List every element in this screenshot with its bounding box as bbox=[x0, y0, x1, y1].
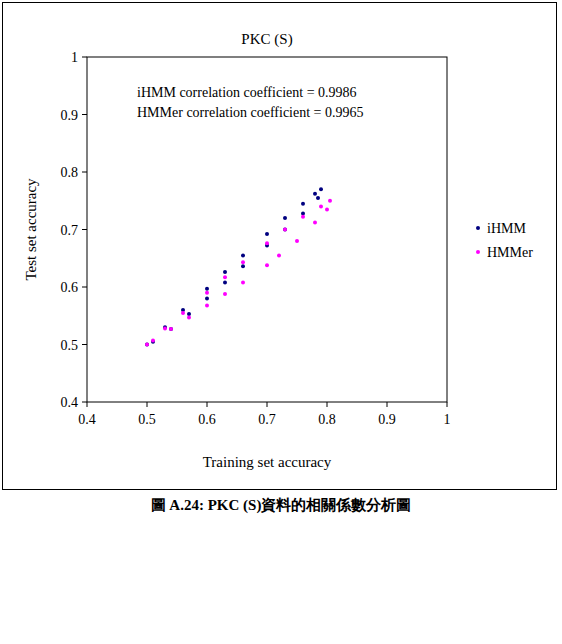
chart-title: PKC (S) bbox=[241, 31, 292, 48]
x-tick-label: 0.4 bbox=[78, 412, 96, 427]
y-tick bbox=[82, 402, 87, 403]
y-tick bbox=[82, 344, 87, 345]
point bbox=[241, 253, 245, 257]
y-tick bbox=[82, 57, 87, 58]
point bbox=[223, 275, 227, 279]
point bbox=[145, 343, 149, 347]
y-tick bbox=[82, 287, 87, 288]
point bbox=[295, 239, 299, 243]
y-tick bbox=[82, 114, 87, 115]
point bbox=[316, 196, 320, 200]
point bbox=[187, 315, 191, 319]
point bbox=[325, 207, 329, 211]
y-axis-title: Test set accuracy bbox=[23, 178, 39, 281]
legend-label: iHMM bbox=[487, 221, 526, 236]
annotation: iHMM correlation coefficient = 0.9986 bbox=[137, 85, 357, 100]
y-tick-label: 0.7 bbox=[61, 223, 79, 238]
point bbox=[301, 211, 305, 215]
x-tick-label: 0.9 bbox=[378, 412, 396, 427]
x-tick-label: 0.6 bbox=[198, 412, 216, 427]
point bbox=[223, 270, 227, 274]
y-tick-label: 0.8 bbox=[61, 165, 79, 180]
point bbox=[187, 312, 191, 316]
y-tick-label: 0.6 bbox=[61, 280, 79, 295]
point bbox=[181, 311, 185, 315]
y-tick-label: 0.4 bbox=[61, 395, 79, 410]
point bbox=[241, 260, 245, 264]
series-1 bbox=[145, 199, 332, 347]
annotation: HMMer correlation coefficient = 0.9965 bbox=[137, 105, 364, 120]
point bbox=[169, 327, 173, 331]
point bbox=[283, 216, 287, 220]
point bbox=[205, 291, 209, 295]
y-tick-label: 0.9 bbox=[61, 108, 79, 123]
point bbox=[163, 326, 167, 330]
x-tick bbox=[387, 402, 388, 407]
point bbox=[241, 264, 245, 268]
legend-label: HMMer bbox=[487, 245, 533, 260]
point bbox=[319, 187, 323, 191]
x-tick-label: 1 bbox=[444, 412, 451, 427]
x-tick bbox=[207, 402, 208, 407]
y-tick bbox=[82, 229, 87, 230]
point bbox=[265, 232, 269, 236]
point bbox=[301, 215, 305, 219]
x-tick bbox=[267, 402, 268, 407]
y-tick-label: 0.5 bbox=[61, 338, 79, 353]
marks bbox=[145, 187, 332, 346]
x-tick bbox=[147, 402, 148, 407]
point bbox=[223, 280, 227, 284]
series-0 bbox=[145, 187, 323, 346]
legend-marker bbox=[476, 250, 480, 254]
point bbox=[319, 205, 323, 209]
point bbox=[265, 263, 269, 267]
point bbox=[169, 327, 173, 331]
point bbox=[205, 287, 209, 291]
y-tick-label: 1 bbox=[71, 50, 78, 65]
x-tick-label: 0.5 bbox=[138, 412, 156, 427]
x-axis-title: Training set accuracy bbox=[203, 454, 332, 470]
x-tick bbox=[327, 402, 328, 407]
point bbox=[205, 297, 209, 301]
x-tick bbox=[87, 402, 88, 407]
plot-frame bbox=[87, 57, 447, 402]
point bbox=[313, 221, 317, 225]
point bbox=[313, 192, 317, 196]
point bbox=[265, 241, 269, 245]
legend-marker bbox=[476, 226, 480, 230]
point bbox=[241, 280, 245, 284]
x-tick-label: 0.7 bbox=[258, 412, 276, 427]
x-tick-label: 0.8 bbox=[318, 412, 336, 427]
point bbox=[205, 303, 209, 307]
point bbox=[151, 338, 155, 342]
point bbox=[283, 228, 287, 232]
chart-frame bbox=[3, 3, 557, 490]
point bbox=[301, 202, 305, 206]
x-tick bbox=[447, 402, 448, 407]
y-tick bbox=[82, 172, 87, 173]
point bbox=[328, 199, 332, 203]
caption: 圖 A.24: PKC (S)資料的相關係數分析圖 bbox=[151, 497, 412, 514]
point bbox=[277, 253, 281, 257]
point bbox=[145, 343, 149, 347]
point bbox=[283, 228, 287, 232]
point bbox=[223, 292, 227, 296]
chart: PKC (S) 0.4 0.5 0.6 0.7 0.8 0.9 1 0.4 0.5 0.6 0.7 0.… bbox=[0, 0, 562, 644]
